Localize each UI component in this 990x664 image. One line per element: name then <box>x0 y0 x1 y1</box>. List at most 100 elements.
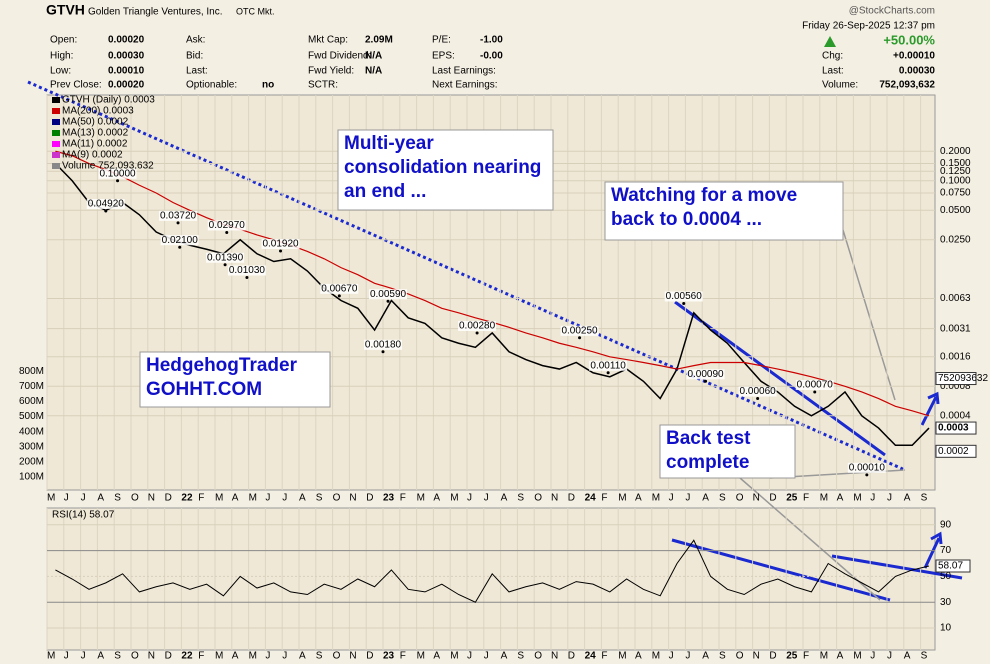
x-tick-label: M <box>215 493 223 504</box>
price-point <box>337 294 341 298</box>
x-tick-label: J <box>265 493 270 504</box>
date: Friday 26-Sep-2025 12:37 pm <box>802 21 935 32</box>
x-tick-label: 25 <box>786 493 798 504</box>
legend-label: GTVH (Daily) 0.0003 <box>62 95 155 106</box>
price-point <box>865 473 869 477</box>
x-tick-label: A <box>501 651 508 662</box>
quote-value: 0.00020 <box>108 80 145 91</box>
legend-label: Volume 752,093,632 <box>62 161 154 172</box>
x-tick-label: F <box>198 493 204 504</box>
x-tick-label: J <box>669 651 674 662</box>
quote-label: Optionable: <box>186 80 237 91</box>
quote-label: Bid: <box>186 51 203 62</box>
x-tick-label: N <box>148 651 155 662</box>
x-tick-label: D <box>165 651 172 662</box>
x-tick-label: O <box>736 651 744 662</box>
rsi-line <box>55 539 930 603</box>
legend-label: MA(13) 0.0002 <box>62 128 129 139</box>
price-label: 0.00180 <box>365 339 402 350</box>
x-tick-label: J <box>484 493 489 504</box>
x-tick-label: M <box>249 493 257 504</box>
annotation-box <box>337 129 554 211</box>
x-tick-label: J <box>64 651 69 662</box>
quote-value: N/A <box>365 51 382 62</box>
x-tick-label: O <box>333 651 341 662</box>
y-tick-label: 0.0750 <box>940 188 971 199</box>
x-tick-label: N <box>148 493 155 504</box>
price-point <box>104 209 108 213</box>
x-tick-label: N <box>753 493 760 504</box>
price-label-bg <box>458 320 497 331</box>
rsi-title: RSI(14) 58.07 <box>52 510 115 521</box>
rsi-tick-label: 90 <box>940 519 952 530</box>
x-tick-label: M <box>652 493 660 504</box>
quote-label: Last: <box>186 66 208 77</box>
rsi-tick-label: 50 <box>940 571 952 582</box>
price-label: 0.00060 <box>740 386 777 397</box>
x-tick-label: D <box>366 493 373 504</box>
x-tick-label: M <box>450 493 458 504</box>
up-arrow <box>824 36 836 47</box>
x-tick-label: M <box>820 493 828 504</box>
x-tick-label: J <box>81 651 86 662</box>
price-label-bg <box>364 339 402 350</box>
x-tick-label: O <box>534 651 542 662</box>
x-tick-label: 24 <box>585 651 597 662</box>
price-label-bg <box>847 462 886 473</box>
annotation-text: complete <box>666 452 749 473</box>
y-tick-label: 0.0004 <box>940 410 971 421</box>
x-tick-label: N <box>349 493 356 504</box>
x-tick-label: F <box>198 651 204 662</box>
quote-label: Volume: <box>822 80 858 91</box>
x-tick-label: J <box>282 651 287 662</box>
x-tick-label: M <box>652 651 660 662</box>
annotation-text: an end ... <box>344 181 426 202</box>
y-tick-label: 0.1500 <box>940 158 971 169</box>
x-tick-label: A <box>904 493 911 504</box>
legend-swatch <box>52 152 60 158</box>
x-tick-label: A <box>635 493 642 504</box>
price-point <box>176 221 180 225</box>
y-tick-label: 0.0063 <box>940 293 971 304</box>
price-point <box>223 263 227 267</box>
x-tick-label: J <box>887 651 892 662</box>
annotation-text: back to 0.0004 ... <box>611 209 762 230</box>
x-tick-label: N <box>551 651 558 662</box>
x-tick-label: M <box>853 493 861 504</box>
y-tick-label: 0.1250 <box>940 166 971 177</box>
legend-swatch <box>52 108 60 114</box>
rsi-tick-label: 10 <box>940 623 952 634</box>
annotation-text: HedgehogTrader <box>146 355 298 376</box>
x-tick-label: A <box>97 493 104 504</box>
annotation-box <box>139 351 331 408</box>
price-point <box>386 299 390 303</box>
quote-value: -1.00 <box>480 35 503 46</box>
quote-value: 0.00030 <box>899 66 936 77</box>
quote-label: Low: <box>50 66 71 77</box>
price-label-bg <box>664 291 703 302</box>
rsi-panel <box>46 507 936 651</box>
price-point <box>682 301 686 305</box>
quote-label: EPS: <box>432 51 455 62</box>
quote-label: Next Earnings: <box>432 80 498 91</box>
exchange: OTC Mkt. <box>236 6 275 16</box>
price-label-bg <box>738 386 777 397</box>
x-tick-label: S <box>719 651 726 662</box>
quote-value: 2.09M <box>365 35 393 46</box>
quote-label: SCTR: <box>308 80 338 91</box>
x-tick-label: S <box>719 493 726 504</box>
arrow <box>920 391 940 426</box>
x-tick-label: F <box>803 651 809 662</box>
x-tick-label: M <box>450 651 458 662</box>
quote-label: Mkt Cap: <box>308 35 348 46</box>
x-tick-label: S <box>921 493 928 504</box>
x-tick-label: A <box>232 651 239 662</box>
x-tick-label: 23 <box>383 651 395 662</box>
price-label: 0.00670 <box>321 283 358 294</box>
x-tick-label: N <box>349 651 356 662</box>
price-label: 0.00560 <box>666 291 703 302</box>
rsi-tick-label: 30 <box>940 597 952 608</box>
x-tick-label: M <box>47 493 55 504</box>
x-tick-label: 22 <box>181 493 193 504</box>
quote-value: N/A <box>365 66 382 77</box>
